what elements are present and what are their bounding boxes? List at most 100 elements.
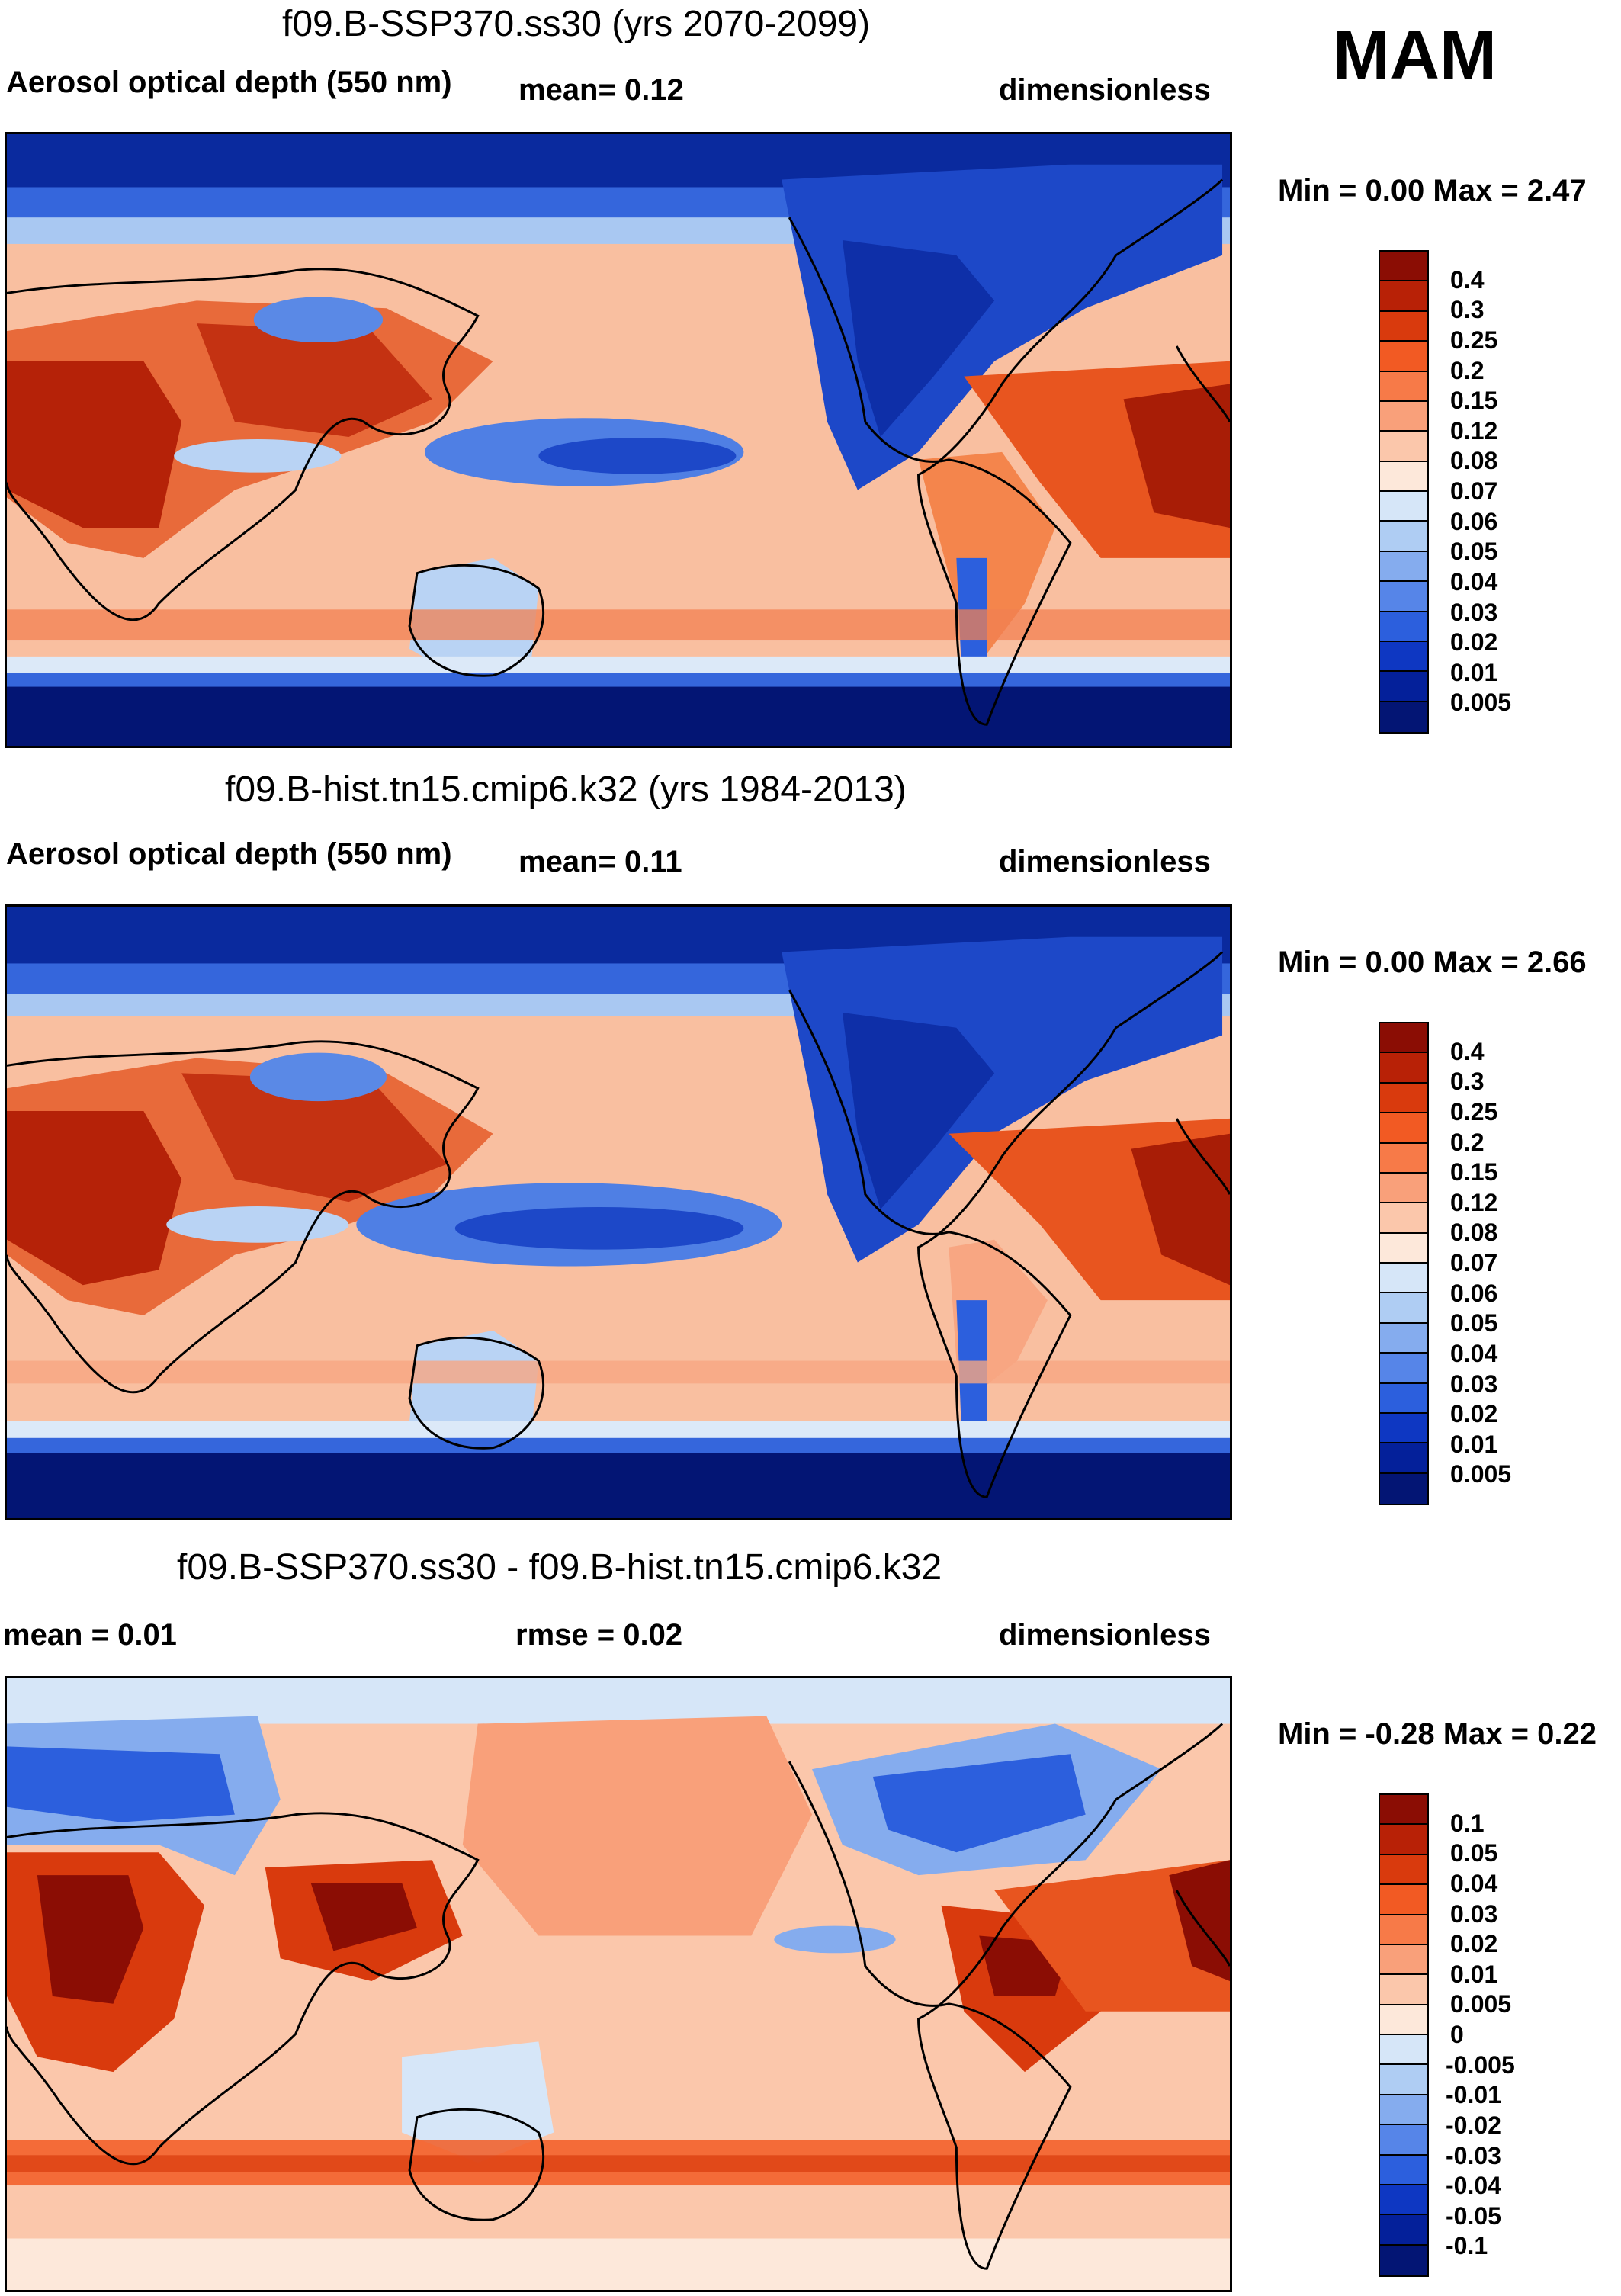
colorbar-cell [1380,432,1427,462]
colorbar-tick-label: -0.005 [1446,2050,1515,2079]
panel-2-minmax: Min = 0.00 Max = 2.66 [1278,946,1587,979]
panel-2-mean-label: mean= 0.11 [518,845,682,878]
panel-3-map-graphic [7,1678,1230,2290]
panel-2-variable-label: Aerosol optical depth (550 nm) [6,837,452,871]
colorbar-tick-label: 0.03 [1450,1370,1498,1398]
panel-2-units-label: dimensionless [999,845,1211,878]
colorbar-cell [1380,2125,1427,2156]
panel-1-mean-label: mean= 0.12 [518,73,684,107]
colorbar-tick-label: -0.03 [1446,2141,1501,2169]
colorbar-tick-label: -0.1 [1446,2232,1488,2260]
colorbar-cell [1380,2035,1427,2066]
colorbar-tick-label: 0.25 [1450,326,1498,354]
colorbar-cell [1380,641,1427,673]
colorbar-cell [1380,1293,1427,1324]
season-label: MAM [1333,18,1497,94]
colorbar-tick-label: 0 [1450,2021,1464,2048]
colorbar-cell [1380,1023,1427,1054]
colorbar-tick-label: 0.15 [1450,387,1498,415]
colorbar-tick-label: 0.3 [1450,296,1485,324]
colorbar-tick-label: 0.2 [1450,1128,1485,1156]
panel-1-units-label: dimensionless [999,73,1211,107]
colorbar-cell [1380,2095,1427,2126]
colorbar-tick-label: 0.06 [1450,507,1498,535]
colorbar-cell [1380,492,1427,522]
colorbar-cell [1380,1113,1427,1144]
panel-2-map [5,904,1232,1520]
colorbar-cell [1380,2005,1427,2035]
colorbar-tick-label: 0.4 [1450,1037,1485,1065]
colorbar-tick-label: 0.12 [1450,416,1498,445]
colorbar-tick-label: 0.1 [1450,1809,1485,1837]
colorbar-cell [1380,2155,1427,2185]
panel-3-mean-label: mean = 0.01 [3,1618,177,1652]
panel-1-map [5,132,1232,748]
panel-1-colorbar [1379,250,1429,734]
colorbar-cell [1380,1264,1427,1294]
colorbar-cell [1380,1053,1427,1084]
colorbar-cell [1380,2065,1427,2095]
colorbar-tick-label: -0.05 [1446,2201,1501,2230]
colorbar-cell [1380,342,1427,372]
panel-1-variable-label: Aerosol optical depth (550 nm) [6,66,452,99]
colorbar-cell [1380,252,1427,282]
colorbar-cell [1380,1323,1427,1354]
colorbar-tick-label: 0.005 [1450,689,1512,717]
colorbar-tick-label: 0.05 [1450,1839,1498,1867]
colorbar-tick-label: 0.03 [1450,1899,1498,1928]
colorbar-cell [1380,2185,1427,2216]
colorbar-cell [1380,461,1427,492]
panel-3-colorbar [1379,1793,1429,2277]
colorbar-tick-label: 0.3 [1450,1068,1485,1096]
colorbar-cell [1380,672,1427,702]
colorbar-tick-label: 0.12 [1450,1188,1498,1216]
panel-3-title: f09.B-SSP370.ss30 - f09.B-hist.tn15.cmip… [177,1547,942,1588]
colorbar-cell [1380,371,1427,402]
panel-2-title: f09.B-hist.tn15.cmip6.k32 (yrs 1984-2013… [225,769,907,810]
panel-1-minmax: Min = 0.00 Max = 2.47 [1278,174,1587,207]
panel-3-map [5,1676,1232,2292]
colorbar-cell [1380,2215,1427,2246]
colorbar-cell [1380,582,1427,612]
panel-3-units-label: dimensionless [999,1618,1211,1652]
colorbar-cell [1380,1173,1427,1204]
panel-1-colorbar-ticks: 0.4 0.3 0.25 0.2 0.15 0.12 0.08 0.07 0.06 0.05 0.0… [1450,250,1542,734]
colorbar-tick-label: 0.08 [1450,447,1498,475]
colorbar-tick-label: 0.02 [1450,1400,1498,1428]
colorbar-tick-label: 0.05 [1450,1309,1498,1337]
colorbar-tick-label: 0.06 [1450,1279,1498,1307]
colorbar-tick-label: 0.04 [1450,1869,1498,1897]
colorbar-cell [1380,401,1427,432]
colorbar-cell [1380,1795,1427,1826]
panel-2-map-graphic [7,907,1230,1518]
colorbar-tick-label: 0.07 [1450,477,1498,505]
colorbar-tick-label: 0.02 [1450,1930,1498,1958]
colorbar-cell [1380,1233,1427,1264]
panel-1-title: f09.B-SSP370.ss30 (yrs 2070-2099) [282,4,871,44]
colorbar-cell [1380,1944,1427,1976]
colorbar-cell [1380,1413,1427,1444]
colorbar-tick-label: 0.01 [1450,1960,1498,1988]
colorbar-tick-label: 0.005 [1450,1460,1512,1488]
colorbar-cell [1380,1443,1427,1474]
colorbar-cell [1380,1083,1427,1114]
colorbar-cell [1380,1825,1427,1855]
colorbar-cell [1380,1885,1427,1915]
colorbar-cell [1380,311,1427,342]
panel-3-rmse-label: rmse = 0.02 [515,1618,683,1652]
colorbar-cell [1380,702,1427,732]
panel-2-colorbar-ticks: 0.4 0.3 0.25 0.2 0.15 0.12 0.08 0.07 0.06 0.05 0.0… [1450,1022,1542,1505]
colorbar-tick-label: 0.25 [1450,1097,1498,1126]
colorbar-tick-label: -0.02 [1446,2111,1501,2139]
colorbar-tick-label: 0.08 [1450,1219,1498,1247]
panel-3-colorbar-ticks: 0.1 0.05 0.04 0.03 0.02 0.01 0.005 0 -0.005 -0.01… [1446,1793,1565,2277]
colorbar-cell [1380,1473,1427,1504]
colorbar-tick-label: 0.01 [1450,1430,1498,1458]
colorbar-cell [1380,1915,1427,1945]
colorbar-cell [1380,1975,1427,2005]
colorbar-tick-label: 0.04 [1450,1339,1498,1367]
colorbar-cell [1380,522,1427,552]
colorbar-cell [1380,1854,1427,1886]
colorbar-cell [1380,551,1427,583]
colorbar-tick-label: 0.04 [1450,567,1498,596]
